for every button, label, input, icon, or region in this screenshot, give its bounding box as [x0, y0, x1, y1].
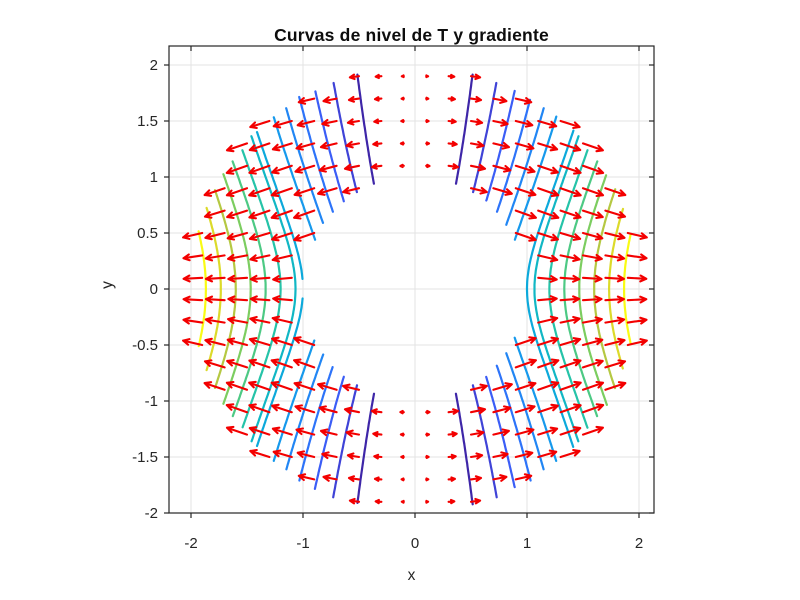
contour-level-line: [356, 73, 474, 506]
y-tick-label: -1: [145, 393, 158, 410]
y-tick-label: -1.5: [132, 449, 158, 466]
x-tick-label: 2: [635, 535, 643, 552]
x-axis-label: x: [407, 567, 416, 584]
gradient-arrow-path: [182, 73, 648, 505]
contour-level-line: [205, 206, 625, 372]
y-axis-label: y: [99, 281, 116, 289]
contour-level-line: [272, 115, 558, 462]
y-tick-label: -0.5: [132, 337, 158, 354]
y-tick-label: -2: [145, 505, 158, 522]
chart-title: Curvas de nivel de T y gradiente: [274, 25, 549, 45]
contour-level-line: [332, 81, 498, 499]
y-tick-label: 2: [150, 57, 158, 74]
x-tick-label: -2: [184, 535, 197, 552]
axis-box: [164, 45, 655, 518]
y-tick-label: 0.5: [137, 225, 158, 242]
y-tick-label: 1: [150, 169, 158, 186]
gradient-arrows: [182, 73, 648, 505]
x-tick-label: -1: [296, 535, 309, 552]
x-tick-label: 1: [523, 535, 531, 552]
contour-level-line: [298, 95, 532, 482]
grid-lines: [169, 46, 654, 514]
plot-border: [168, 45, 655, 514]
x-tick-label: 0: [411, 535, 419, 552]
tick-labels: -2 -1 0 1 2 -2 -1.5 -1 -0.5 0 0.5 1 1.5 2: [132, 57, 643, 552]
y-tick-label: 1.5: [137, 113, 158, 130]
y-tick-label: 0: [150, 281, 158, 298]
contour-level-line: [285, 107, 545, 471]
